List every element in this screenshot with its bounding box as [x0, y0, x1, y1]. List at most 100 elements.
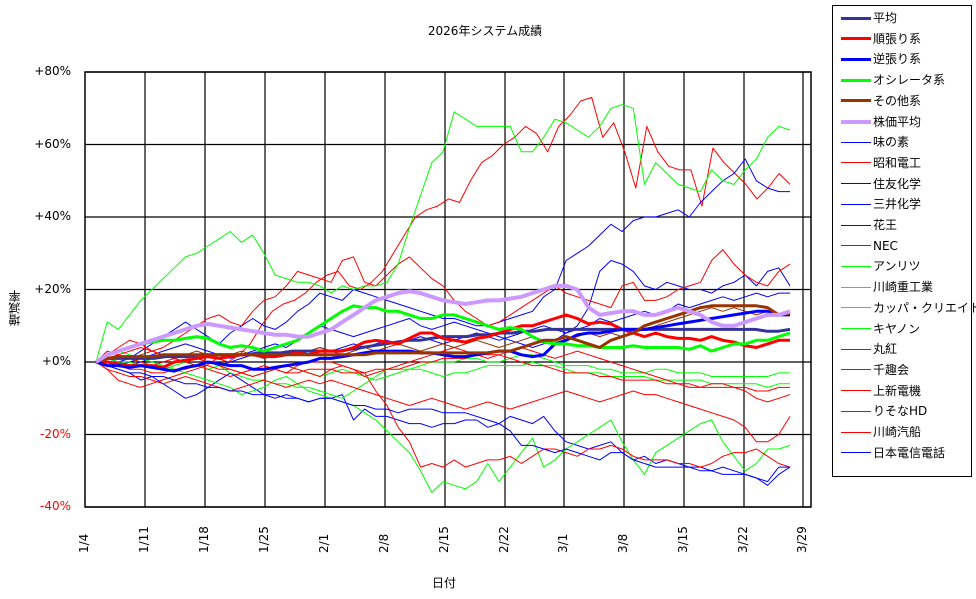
y-axis-label: 増減率 [8, 290, 22, 326]
legend-swatch-icon [841, 141, 871, 143]
legend: 平均順張り系逆張り系オシレータ系 その他系株価平均味の素昭和電工住友化学三井化学花… [832, 5, 976, 477]
x-tick-label: 1/11 [137, 526, 151, 553]
legend-swatch-icon [841, 119, 871, 124]
x-tick-label: 1/18 [197, 526, 211, 553]
legend-item: キヤノン [833, 319, 971, 339]
series-line [95, 347, 791, 468]
legend-item: アンリツ [833, 256, 971, 276]
legend-swatch-icon [841, 348, 871, 350]
x-tick-label: 2/15 [437, 526, 451, 553]
series-line [95, 249, 791, 363]
x-tick-label: 3/29 [795, 526, 809, 553]
series-line [95, 354, 791, 403]
legend-item: NEC [833, 236, 971, 256]
legend-swatch-icon [841, 369, 871, 371]
legend-item: 川崎汽船 [833, 422, 971, 442]
legend-label: 三井化学 [873, 197, 922, 212]
series-line [95, 104, 791, 363]
legend-label: 花王 [873, 218, 898, 232]
legend-swatch-icon [841, 78, 871, 82]
x-tick-label: 2/22 [497, 526, 511, 553]
series-line [95, 350, 791, 493]
legend-label: 住友化学 [873, 176, 922, 191]
legend-label: 昭和電工 [873, 155, 922, 170]
series-line [95, 361, 790, 483]
legend-label: 千趣会 [873, 362, 910, 377]
legend-swatch-icon [841, 307, 871, 309]
legend-label: オシレータ系 [873, 73, 946, 88]
legend-item: 順張り系 [833, 29, 971, 49]
legend-item: 日本電信電話 [833, 443, 971, 463]
legend-swatch-icon [841, 410, 871, 412]
legend-label: 平均 [873, 11, 898, 25]
y-tick-label: +40% [34, 209, 71, 223]
y-tick-label: -40% [39, 499, 71, 513]
x-tick-label: 1/25 [257, 526, 271, 553]
legend-item: 味の素 [833, 132, 971, 152]
legend-swatch-icon [841, 224, 871, 226]
x-axis-label: 日付 [432, 576, 457, 590]
legend-swatch-icon [841, 452, 871, 454]
legend-item: 三井化学 [833, 194, 971, 214]
legend-item: 丸紅 [833, 339, 971, 359]
y-tick-label: +60% [34, 136, 71, 151]
legend-label: りそなHD [873, 404, 928, 419]
chart-title-text: 2026年システム成績 [427, 24, 543, 38]
legend-swatch-icon [841, 16, 871, 20]
series-line [94, 283, 791, 364]
legend-label: 株価平均 [873, 114, 922, 129]
legend-swatch-icon [841, 162, 871, 164]
series-line [95, 357, 790, 399]
legend-label: 川崎汽船 [873, 425, 922, 439]
x-tick-label: 3/8 [616, 533, 630, 553]
legend-label: その他系 [873, 93, 922, 108]
legend-label: 日本電信電話 [873, 445, 946, 460]
series-line [95, 309, 790, 373]
legend-label: キヤノン [873, 321, 921, 336]
legend-swatch-icon [841, 203, 871, 205]
y-tick-label: +0% [41, 354, 71, 368]
legend-label: 逆張り系 [873, 52, 922, 67]
legend-swatch-icon [841, 328, 871, 329]
y-tick-label: +80% [34, 64, 71, 78]
legend-item: カッパ・クリエイト [833, 298, 976, 318]
series-line [96, 313, 790, 369]
x-tick-label: 3/15 [676, 526, 690, 553]
legend-swatch-icon [841, 99, 871, 103]
legend-label: 味の素 [873, 135, 910, 150]
legend-swatch-icon [841, 183, 871, 185]
legend-item: オシレータ系 [833, 70, 971, 90]
x-tick-label: 1/4 [77, 533, 91, 553]
legend-item: その他系 [833, 91, 971, 111]
y-tick-label: -20% [39, 426, 71, 441]
legend-swatch-icon [841, 245, 871, 247]
x-tick-label: 3/22 [736, 526, 750, 553]
legend-swatch-icon [841, 431, 871, 433]
series-line [95, 260, 791, 367]
legend-item: 川崎重工業 [833, 277, 971, 297]
x-tick-label: 2/8 [377, 533, 391, 553]
legend-label: 上新電機 [873, 383, 922, 398]
x-tick-label: 3/1 [556, 533, 570, 553]
legend-label: 川崎重工業 [873, 280, 934, 295]
legend-swatch-icon [841, 265, 871, 267]
legend-item: 住友化学 [833, 174, 971, 194]
series-line [95, 361, 791, 443]
legend-item: 逆張り系 [833, 49, 971, 69]
legend-item: 花王 [833, 215, 971, 235]
y-tick-label: +20% [34, 281, 71, 296]
legend-label: カッパ・クリエイト [873, 300, 976, 315]
legend-label: 丸紅 [873, 342, 898, 357]
legend-item: 株価平均 [833, 112, 971, 132]
legend-item: 上新電機 [833, 381, 971, 401]
legend-item: 平均 [833, 8, 971, 28]
legend-label: 順張り系 [873, 31, 922, 46]
legend-item: 昭和電工 [833, 153, 971, 173]
legend-item: 千趣会 [833, 360, 971, 380]
chart-title: 2026年システム成績 [0, 22, 976, 39]
x-tick-label: 2/1 [317, 533, 331, 553]
legend-swatch-icon [841, 286, 871, 288]
series-line [95, 304, 791, 364]
legend-label: NEC [873, 238, 898, 253]
